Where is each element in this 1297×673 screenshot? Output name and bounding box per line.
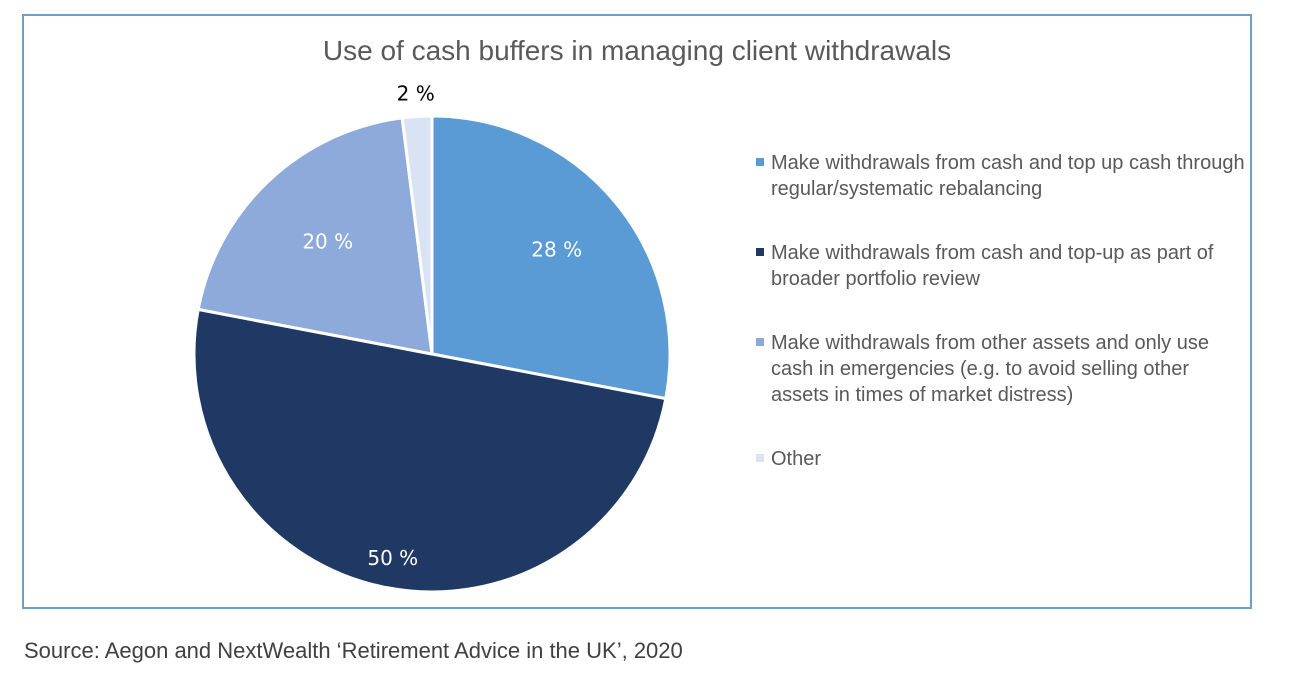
slice-data-label: 20 %	[302, 229, 353, 253]
legend-item: Make withdrawals from other assets and o…	[756, 330, 1246, 408]
slice-data-label: 28 %	[531, 237, 582, 261]
pie-labels: 28 % 50 % 20 % 2 %	[302, 82, 582, 571]
pie-slice	[400, 114, 434, 356]
legend-item: Make withdrawals from cash and top up ca…	[756, 150, 1246, 202]
legend-swatch	[756, 248, 764, 256]
chart-legend: Make withdrawals from cash and top up ca…	[756, 150, 1246, 472]
legend-swatch	[756, 158, 764, 166]
pie-slice	[430, 114, 672, 401]
legend-label: Make withdrawals from cash and top-up as…	[771, 242, 1214, 290]
chart-title: Use of cash buffers in managing client w…	[322, 35, 952, 66]
legend-swatch	[756, 338, 764, 346]
legend-swatch	[756, 454, 764, 462]
slice-data-label: 2 %	[397, 82, 435, 106]
legend-label: Other	[771, 448, 822, 470]
legend-label: Make withdrawals from cash and top up ca…	[771, 152, 1245, 200]
source-note: Source: Aegon and NextWealth ‘Retirement…	[24, 638, 683, 663]
pie-slice	[192, 307, 668, 594]
legend-label: Make withdrawals from other assets and o…	[771, 332, 1209, 406]
legend-item: Other	[756, 446, 1246, 472]
pie-slices	[192, 114, 672, 594]
legend-item: Make withdrawals from cash and top-up as…	[756, 240, 1246, 292]
pie-slice	[196, 116, 434, 356]
slice-data-label: 50 %	[367, 546, 418, 570]
